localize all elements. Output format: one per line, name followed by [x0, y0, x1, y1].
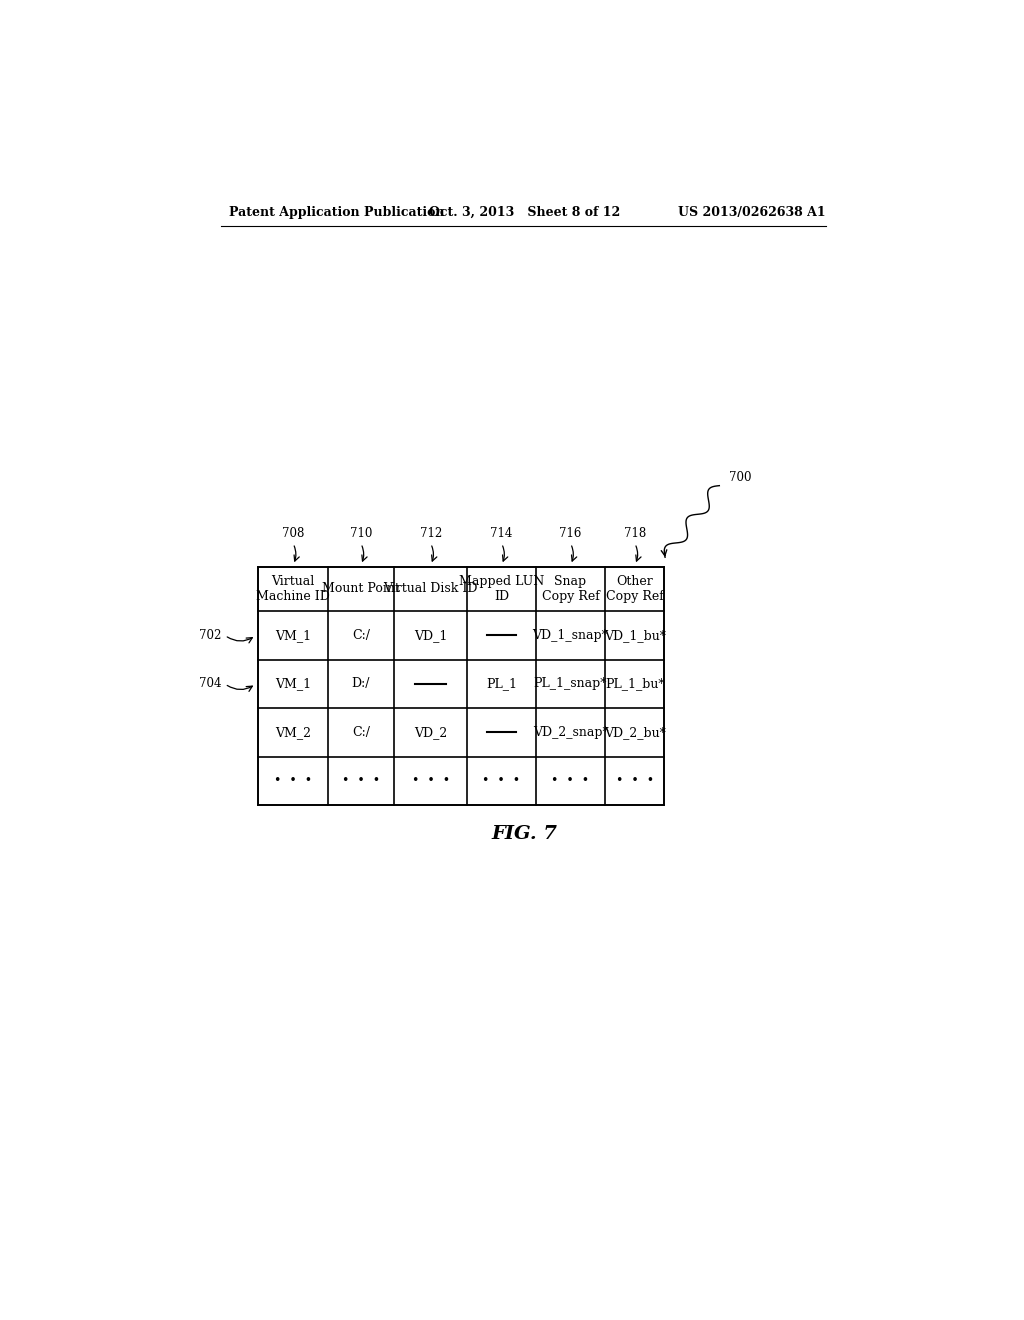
Text: VD_2_snap*: VD_2_snap* — [532, 726, 608, 739]
Text: Mapped LUN
ID: Mapped LUN ID — [459, 574, 544, 603]
Text: D:/: D:/ — [351, 677, 370, 690]
Text: VD_1_bu*: VD_1_bu* — [604, 628, 666, 642]
Text: 702: 702 — [199, 628, 221, 642]
Text: VM_2: VM_2 — [275, 726, 311, 739]
Text: VD_1_snap*: VD_1_snap* — [532, 628, 608, 642]
Text: 714: 714 — [490, 527, 513, 540]
Text: FIG. 7: FIG. 7 — [492, 825, 558, 843]
Text: PL_1_snap*: PL_1_snap* — [534, 677, 607, 690]
Text: Mount Point: Mount Point — [322, 582, 399, 595]
Bar — [258, 566, 665, 805]
Text: C:/: C:/ — [352, 726, 370, 739]
Text: 700: 700 — [729, 471, 752, 484]
Text: Snap
Copy Ref: Snap Copy Ref — [542, 574, 599, 603]
Text: Patent Application Publication: Patent Application Publication — [228, 206, 444, 219]
Text: C:/: C:/ — [352, 628, 370, 642]
Text: •  •  •: • • • — [274, 775, 312, 788]
Text: VM_1: VM_1 — [275, 628, 311, 642]
Text: •  •  •: • • • — [342, 775, 380, 788]
Text: 710: 710 — [350, 527, 372, 540]
Text: 704: 704 — [199, 677, 221, 690]
Text: •  •  •: • • • — [552, 775, 590, 788]
Text: •  •  •: • • • — [615, 775, 654, 788]
Text: VD_2_bu*: VD_2_bu* — [604, 726, 666, 739]
Text: 708: 708 — [282, 527, 304, 540]
Text: 718: 718 — [624, 527, 646, 540]
Text: US 2013/0262638 A1: US 2013/0262638 A1 — [678, 206, 825, 219]
Text: VD_2: VD_2 — [414, 726, 447, 739]
Text: •  •  •: • • • — [412, 775, 450, 788]
Text: PL_1_bu*: PL_1_bu* — [605, 677, 665, 690]
Text: VM_1: VM_1 — [275, 677, 311, 690]
Text: PL_1: PL_1 — [486, 677, 517, 690]
Text: 716: 716 — [559, 527, 582, 540]
Text: Other
Copy Ref: Other Copy Ref — [606, 574, 664, 603]
Text: VD_1: VD_1 — [414, 628, 447, 642]
Text: •  •  •: • • • — [482, 775, 520, 788]
Text: Virtual
Machine ID: Virtual Machine ID — [256, 574, 330, 603]
Text: Virtual Disk ID: Virtual Disk ID — [383, 582, 478, 595]
Text: 712: 712 — [420, 527, 441, 540]
Text: Oct. 3, 2013   Sheet 8 of 12: Oct. 3, 2013 Sheet 8 of 12 — [429, 206, 621, 219]
